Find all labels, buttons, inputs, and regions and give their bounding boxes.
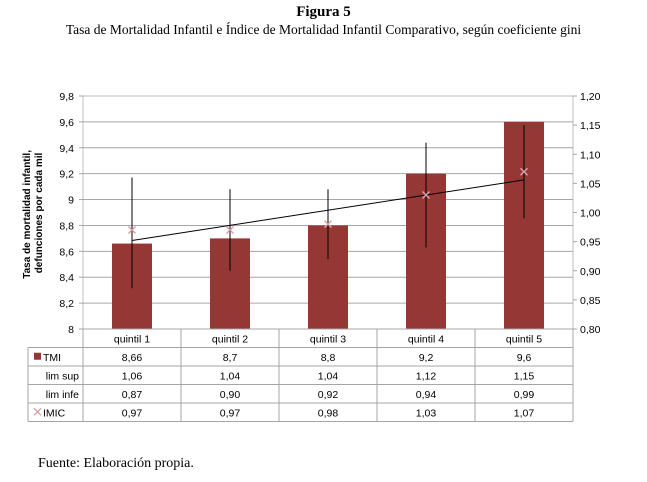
imic-markers	[127, 167, 529, 235]
y-axis-title: Tasa de mortalidad infantil, defunciones…	[22, 147, 45, 279]
y2-tick-label: 1,20	[580, 91, 601, 103]
y2-tick-label: 1,10	[580, 149, 601, 161]
x-tick-label: quintil 3	[310, 333, 346, 345]
y-tick-label: 8,6	[59, 246, 74, 258]
y-tick-label: 9,8	[59, 91, 74, 103]
table-cell: 1,04	[318, 370, 339, 382]
table-cell: 0,90	[220, 389, 241, 401]
table-cell: 0,99	[514, 389, 535, 401]
y2-tick-label: 0,85	[580, 295, 601, 307]
table-cell: 8,66	[122, 352, 143, 364]
y2-tick-label: 0,80	[580, 324, 601, 336]
table-cell: 0,94	[416, 389, 437, 401]
y2-tick-label: 0,90	[580, 266, 601, 278]
table-cell: 1,03	[416, 407, 437, 419]
table-cell: 0,92	[318, 389, 339, 401]
y-tick-label: 9,2	[59, 169, 74, 181]
table-cell: 8,7	[223, 352, 238, 364]
figure-label: Figura 5	[296, 4, 351, 20]
y2-tick-label: 0,95	[580, 237, 601, 249]
y-tick-label: 9,4	[59, 143, 74, 155]
x-tick-label: quintil 4	[408, 333, 444, 345]
table-cell: 0,98	[318, 407, 339, 419]
legend-key-tmi	[34, 352, 41, 360]
table-cell: 8,8	[321, 352, 336, 364]
table-cell: 9,2	[419, 352, 434, 364]
table-cell: 9,6	[517, 352, 532, 364]
y2-tick-label: 1,00	[580, 208, 601, 220]
imic-marker	[519, 167, 529, 176]
y-axis-title-line-2: defunciones por cada mil	[34, 152, 45, 273]
x-tick-label: quintil 5	[506, 333, 542, 345]
source-note: Fuente: Elaboración propia.	[38, 456, 194, 471]
y2-tick-label: 1,15	[580, 120, 601, 132]
y-tick-label: 8,4	[59, 272, 74, 284]
table-cell: 1,15	[514, 370, 535, 382]
y-axis-title-line-1: Tasa de mortalidad infantil,	[22, 150, 33, 279]
table-row-header: lim infe	[46, 389, 79, 401]
y-tick-label: 9	[68, 195, 74, 207]
table-cell: 0,87	[122, 389, 143, 401]
table-cell: 1,07	[514, 407, 535, 419]
table-cell: 0,97	[220, 407, 241, 419]
x-tick-label: quintil 1	[114, 333, 150, 345]
y-tick-label: 8	[68, 324, 74, 336]
table-cell: 0,97	[122, 407, 143, 419]
y-axis-right: 0,80 0,85 0,90 0,95 1,00 1,05 1,10 1,15 1,20	[573, 91, 601, 336]
table-cell: 1,06	[122, 370, 143, 382]
table-row-header: TMI	[43, 352, 61, 364]
table-row-header: lim sup	[46, 370, 79, 382]
imic-trendline	[131, 179, 525, 241]
y-tick-label: 8,8	[59, 220, 74, 232]
trendline	[131, 179, 525, 241]
y-axis-left: 8 8,2 8,4 8,6 8,8 9 9,2 9,4 9,6 9,8	[59, 91, 83, 336]
chart: 88,28,48,68,899,29,49,69,8 0,800,850,900…	[22, 91, 601, 422]
legend-key-imic	[33, 407, 42, 416]
y-tick-label: 9,6	[59, 117, 74, 129]
table-row-header: IMIC	[43, 407, 66, 419]
y-tick-label: 8,2	[59, 298, 74, 310]
y2-tick-label: 1,05	[580, 178, 601, 190]
imic-marker	[225, 225, 235, 235]
imic-marker	[127, 225, 137, 235]
data-table: quintil 1 quintil 2 quintil 3 quintil 4 quin…	[27, 328, 574, 422]
table-cell: 1,04	[220, 370, 241, 382]
x-tick-label: quintil 2	[212, 333, 248, 345]
table-cell: 1,12	[416, 370, 437, 382]
imic-marker	[323, 220, 333, 229]
imic-marker	[421, 190, 431, 200]
chart-title: Tasa de Mortalidad Infantil e Índice de …	[65, 22, 582, 37]
